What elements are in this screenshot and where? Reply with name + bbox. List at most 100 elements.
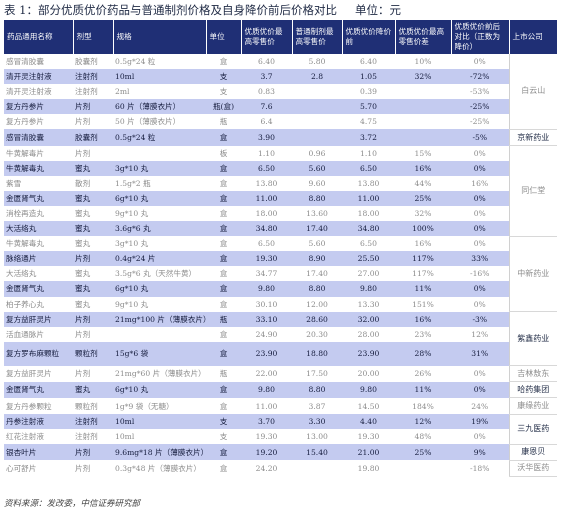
cell-dosage-form: 蜜丸 [73,296,113,312]
cell-cut-compare: 0% [451,190,509,206]
cell-unit: 瓶 [206,114,241,130]
cell-dosage-form: 片剂 [73,145,113,161]
cell-price-gap: 32% [395,69,451,85]
cell-pre-cut-price: 14.50 [342,397,395,415]
cell-generic-price: 13.00 [292,429,342,445]
cell-spec: 0.3g*48 片（薄膜衣片） [113,460,206,477]
cell-spec: 10ml [113,69,206,85]
cell-unit: 盒 [206,296,241,312]
cell-cut-compare: 12% [451,326,509,342]
col-header-spec: 规格 [113,20,207,54]
cell-price-gap: 23% [395,326,451,342]
cell-dosage-form: 颗粒剂 [73,341,113,366]
cell-drug-name: 柏子养心丸 [4,296,73,312]
cell-dosage-form: 胶囊剂 [73,129,113,146]
cell-dosage-form: 颗粒剂 [73,397,113,415]
table-row: 牛黄解毒片 片剂板 1.10 0.96 1.10 15% 0% 同仁堂 [4,145,557,237]
cell-pre-cut-price: 1.10 [342,145,395,161]
cell-drug-name: 复方罗布麻颗粒 [4,341,73,366]
cell-premium-price: 3.70 [241,414,292,430]
table-row: 金匮肾气丸 蜜丸 6g*10 丸盒 11.00 8.80 11.00 25% 0% [4,190,557,206]
cell-price-gap: 184% [395,397,451,415]
cell-drug-name: 复方益肝灵片 [4,365,73,382]
cell-price-gap: 15% [395,145,451,161]
col-header-generic-price: 普通制剂最高零售价 [292,20,343,54]
cell-cut-compare: 0% [451,160,509,176]
table-title: 表 1：部分优质优价药品与普通制剂价格及自身降价前后价格对比 单位：元 [4,3,401,17]
cell-drug-name: 感冒清胶囊 [4,54,73,70]
table-row: 清开灵注射液 注射剂 2ml 支 0.83 0.39 -53% [4,84,557,100]
cell-price-gap: 117% [395,266,451,282]
source-note: 资料来源：发改委，中信证券研究部 [4,499,141,509]
cell-price-gap: 28% [395,341,451,366]
cell-unit: 盒 [206,205,241,222]
cell-pre-cut-price: 9.80 [342,281,395,297]
table-row: 复方丹参片 片剂 60 片（薄膜衣片） 瓶(盒) 7.6 5.70 -25% [4,99,557,115]
cell-generic-price [292,99,342,115]
cell-generic-price: 5.80 [292,54,342,70]
cell-premium-price: 6.4 [241,114,292,130]
cell-price-gap: 11% [395,281,451,297]
cell-pre-cut-price: 9.80 [342,381,395,398]
cell-cut-compare: 0% [451,365,509,382]
cell-premium-price: 22.00 [241,365,292,382]
cell-spec [113,145,206,161]
table-row: 消栓再造丸 蜜丸 9g*10 丸盒 18.00 13.60 18.00 32% 0% [4,205,557,222]
cell-pre-cut-price: 23.90 [342,341,395,366]
cell-premium-price: 6.50 [241,160,292,176]
table-row: 复方益肝灵片 片剂 21mg*100 片（薄膜衣片）瓶 33.10 28.60 32.00… [4,311,557,367]
table-row: 活血通脉片 片剂 盒 24.90 20.30 28.00 23% 12% [4,326,557,342]
cell-unit: 盒 [206,251,241,267]
cell-generic-price [292,129,342,146]
table-row: 脉络通片 片剂 0.4g*24 片盒 19.30 8.90 25.50 117% 33% [4,251,557,267]
col-header-pre-cut-price: 优质优价降价前 [342,20,396,54]
cell-dosage-form: 散剂 [73,175,113,191]
cell-spec: 50 片（薄膜衣片） [113,114,206,130]
cell-spec: 3.6g*6 丸 [113,221,206,237]
cell-drug-name: 金匮肾气丸 [4,381,73,398]
cell-pre-cut-price: 13.80 [342,175,395,191]
cell-drug-name: 复方丹参片 [4,114,73,130]
cell-unit: 盒 [206,175,241,191]
col-header-name: 药品通用名称 [4,20,74,54]
cell-drug-name: 金匮肾气丸 [4,281,73,297]
table-row: 感冒清胶囊 胶囊剂 0.5g*24 粒盒 6.40 5.80 6.40 10% 0% 白云山 [4,54,557,130]
cell-premium-price: 0.83 [241,84,292,100]
cell-spec: 6g*10 丸 [113,381,206,398]
cell-spec: 6g*10 丸 [113,190,206,206]
cell-dosage-form: 蜜丸 [73,205,113,222]
cell-premium-price: 24.20 [241,460,292,477]
cell-company: 哈药集团 [508,381,557,399]
cell-pre-cut-price: 25.50 [342,251,395,267]
cell-cut-compare: -18% [451,460,509,477]
cell-dosage-form: 片剂 [73,460,113,477]
table-row: 清开灵注射液 注射剂 10ml 支 3.7 2.8 1.05 32% -72% [4,69,557,85]
cell-unit: 支 [206,414,241,430]
table-row: 大活络丸 蜜丸 3.6g*6 丸盒 34.80 17.40 34.80 100% 0% [4,221,557,237]
cell-spec: 15g*6 袋 [113,341,206,366]
cell-drug-name: 紫雪 [4,175,73,191]
cell-unit: 盒 [206,381,241,398]
table-row: 心可舒片 片剂 0.3g*48 片（薄膜衣片）盒 24.20 19.80 -18% 沃华医药 [4,460,557,477]
table-row: 感冒清胶囊 胶囊剂 0.5g*24 粒盒 3.90 3.72 -5% 京新药业 [4,129,557,147]
cell-drug-name: 清开灵注射液 [4,69,73,85]
cell-cut-compare: 19% [451,414,509,430]
cell-premium-price: 34.80 [241,221,292,237]
cell-drug-name: 牛黄解毒丸 [4,160,73,176]
cell-company: 三九医药 [508,414,557,445]
cell-cut-compare: -5% [451,129,509,146]
cell-company: 沃华医药 [508,460,557,477]
cell-unit: 盒 [206,397,241,415]
cell-price-gap [395,84,451,100]
cell-dosage-form: 片剂 [73,365,113,382]
cell-generic-price: 8.80 [292,281,342,297]
col-header-cut-compare: 优质优价前后对比（正数为降价） [451,20,510,54]
cell-generic-price: 15.40 [292,444,342,461]
cell-generic-price: 0.96 [292,145,342,161]
cell-spec: 1g*9 袋（无糖） [113,397,206,415]
cell-premium-price: 9.80 [241,281,292,297]
cell-premium-price: 19.30 [241,429,292,445]
cell-dosage-form: 片剂 [73,326,113,342]
cell-pre-cut-price: 6.40 [342,54,395,70]
cell-spec: 0.4g*24 片 [113,251,206,267]
